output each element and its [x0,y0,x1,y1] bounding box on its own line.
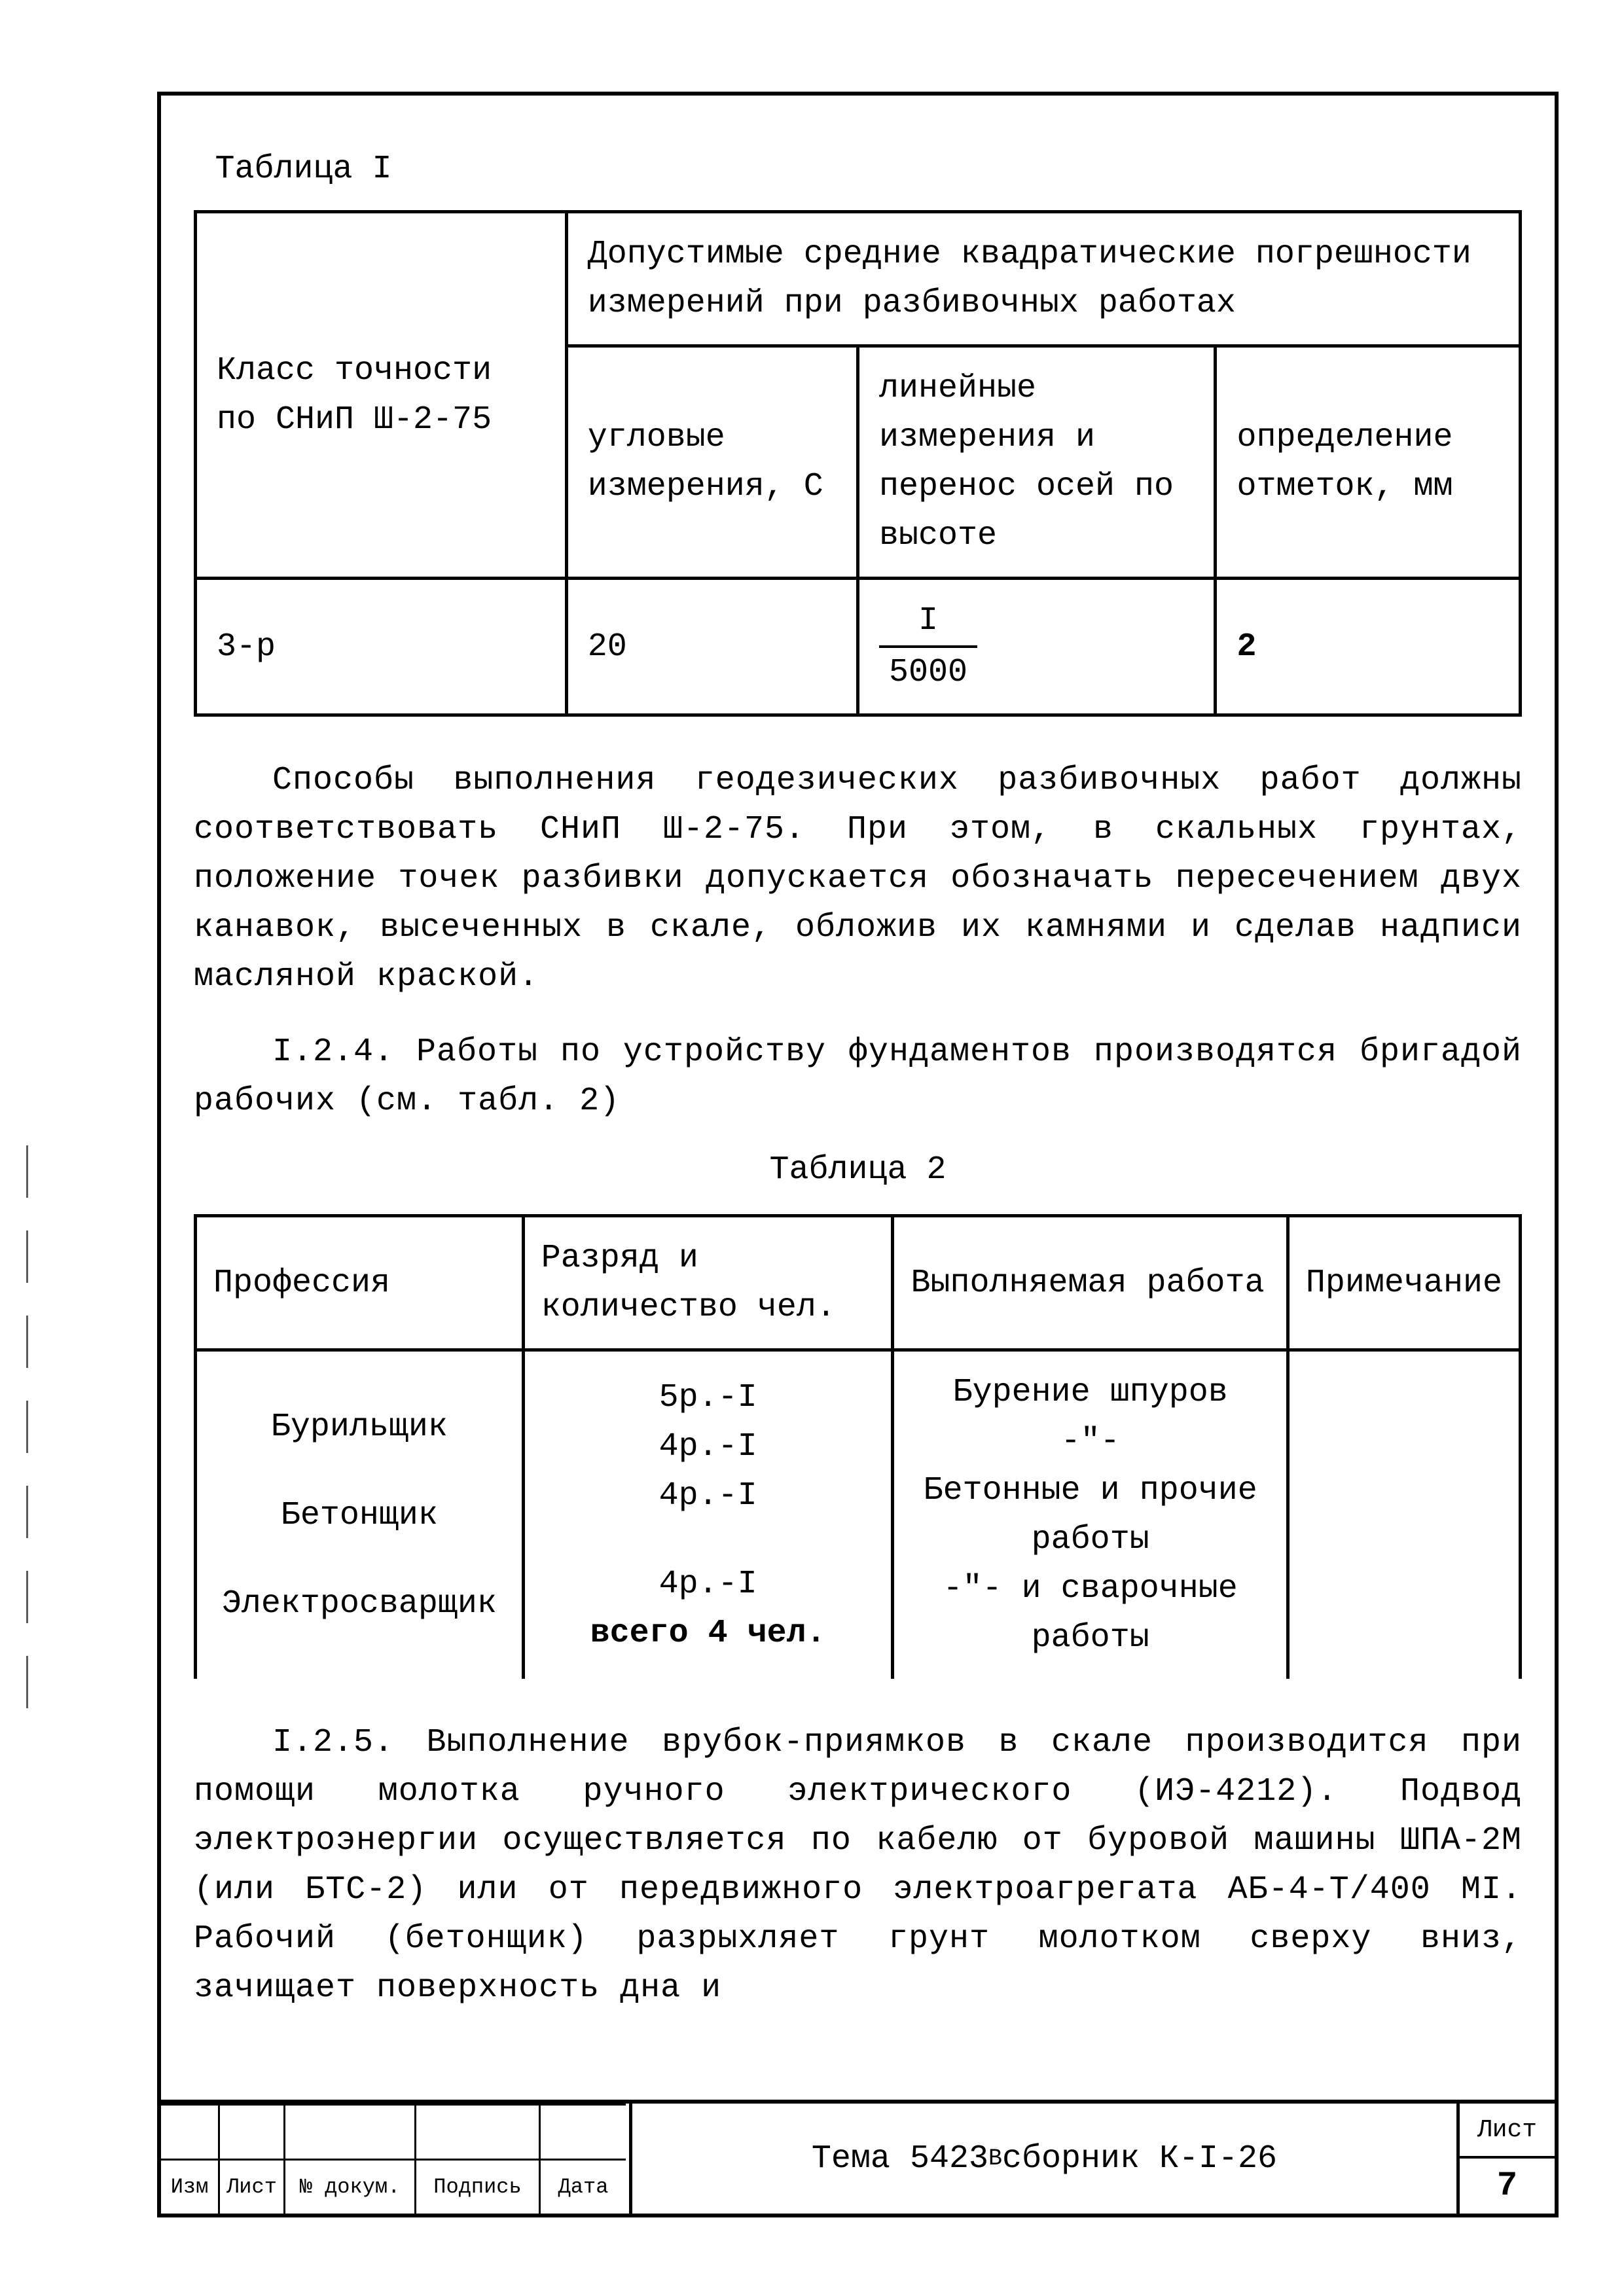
doc-code-sup: В [988,2142,1002,2176]
table-2-total: всего 4 чел. [541,1609,875,1658]
rev-hdr-list: Лист [220,2159,285,2214]
rev-hdr-izm: Изм [161,2159,220,2214]
table-1-subheader-1: угловые измерения, С [566,346,857,579]
page-number-label: Лист [1460,2104,1555,2159]
doc-code-suffix: сборник К-I-26 [1002,2134,1277,2183]
table-2-header-2: Разряд и количество чел. [523,1216,893,1350]
table-2-header-1: Профессия [196,1216,524,1350]
paragraph-2-lead: I.2.4. Работы по устройству фундаментов … [194,1028,1522,1126]
table-1-col1-header: Класс точности по СНиП Ш-2-75 [196,212,567,579]
table-2-header-4: Примечание [1288,1216,1520,1350]
table-1-subheader-2: линейные измерения и перенос осей по выс… [857,346,1215,579]
table-1: Таблица I Класс точности по СНиП Ш-2-75 … [194,128,1522,717]
binding-perforation-marks [26,1113,118,2160]
rev-hdr-date: Дата [541,2159,626,2214]
table-row: Бурение шпуров -"- Бетонные и прочие раб… [893,1350,1288,1679]
page-content: Таблица I Класс точности по СНиП Ш-2-75 … [161,96,1555,2013]
table-row [1288,1350,1520,1679]
table-2-r2-work: Бетонные и прочие работы [911,1466,1269,1564]
table-2-r3-work: -"- и сварочные работы [911,1564,1269,1662]
document-code: Тема 5423В сборник К-I-26 [632,2104,1456,2214]
page-frame: Таблица I Класс точности по СНиП Ш-2-75 … [157,92,1559,2217]
table-row: Бурильщик Бетонщик Электросварщик [196,1350,524,1679]
table-2-r3-grade: 4р.-I [541,1560,875,1609]
fraction-denominator: 5000 [879,648,977,697]
paragraph-3: I.2.5. Выполнение врубок-приямков в скал… [194,1718,1522,2013]
paragraph-1: Способы выполнения геодезических разбиво… [194,756,1522,1001]
title-block-footer: Изм Лист № докум. Подпись Дата Тема 5423… [157,2100,1559,2217]
table-1-title: Таблица I [196,128,1521,212]
table-1-subheader-3: определение отметок, мм [1216,346,1521,579]
table-1-cell-linear: I 5000 [857,579,1215,715]
paragraph-1-block: Способы выполнения геодезических разбиво… [194,756,1522,1001]
page-number: 7 [1460,2159,1555,2214]
table-2-title: Таблица 2 [194,1145,1522,1194]
table-2-r2-grade: 4р.-I [541,1471,875,1520]
table-2-r2-prof: Бетонщик [213,1491,505,1540]
fraction: I 5000 [879,596,977,697]
table-1-group-header: Допустимые средние квадратические погреш… [566,212,1520,346]
table-2-r1-work: Бурение шпуров -"- [911,1368,1269,1466]
table-2-r1-grade: 5р.-I 4р.-I [541,1373,875,1471]
table-1-cell-angular: 20 [566,579,857,715]
fraction-numerator: I [879,596,977,648]
table-2: Профессия Разряд и количество чел. Выпол… [194,1214,1522,1679]
rev-hdr-sign: Подпись [416,2159,541,2214]
table-2-header-3: Выполняемая работа [893,1216,1288,1350]
page-number-block: Лист 7 [1456,2104,1555,2214]
table-1-cell-class: 3-р [196,579,567,715]
doc-code-prefix: Тема 5423 [812,2134,988,2183]
table-2-r1-prof: Бурильщик [213,1403,505,1452]
table-row: 5р.-I 4р.-I 4р.-I 4р.-I всего 4 чел. [523,1350,893,1679]
revision-block: Изм Лист № докум. Подпись Дата [161,2104,632,2214]
table-1-cell-marks: 2 [1216,579,1521,715]
table-2-r3-prof: Электросварщик [213,1579,505,1628]
rev-hdr-docnum: № докум. [285,2159,416,2214]
